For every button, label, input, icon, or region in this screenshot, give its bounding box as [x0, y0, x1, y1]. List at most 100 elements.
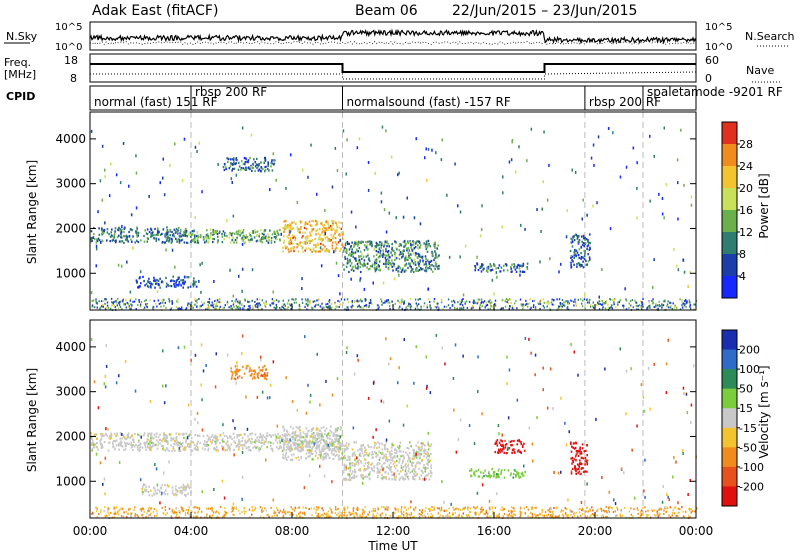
echo-cell [323, 223, 326, 226]
echo-cell [318, 437, 320, 440]
echo-cell [425, 474, 428, 477]
echo-cell [409, 306, 411, 309]
echo-cell [312, 300, 314, 303]
echo-cell [428, 262, 431, 265]
echo-cell [419, 452, 422, 456]
echo-cell [193, 277, 195, 280]
echo-cell [374, 258, 377, 262]
echo-cell [330, 452, 333, 455]
echo-cell [513, 472, 515, 476]
power-ylabel: Slant Range [km] [25, 160, 39, 264]
echo-cell [378, 306, 380, 309]
echo-cell [244, 168, 246, 171]
echo-cell [254, 165, 257, 168]
echo-cell [570, 264, 572, 267]
echo-cell [114, 227, 117, 230]
echo-cell [248, 239, 251, 242]
echo-cell [101, 231, 104, 234]
echo-cell [327, 228, 329, 232]
echo-cell [371, 265, 373, 268]
echo-cell [406, 476, 409, 479]
echo-cell [508, 307, 510, 310]
echo-cell [212, 229, 215, 232]
echo-cell [295, 301, 298, 304]
echo-cell [582, 237, 585, 240]
echo-cell [363, 262, 365, 265]
echo-cell [248, 168, 251, 171]
echo-cell [113, 234, 115, 237]
echo-cell [138, 447, 141, 450]
echo-cell [322, 238, 324, 241]
echo-cell [410, 445, 412, 448]
echo-cell [342, 245, 345, 248]
echo-cell [255, 305, 257, 308]
echo-cell [564, 513, 567, 516]
echo-cell [230, 177, 233, 181]
echo-cell [257, 374, 259, 377]
echo-cell [561, 305, 564, 308]
echo-cell [585, 263, 588, 266]
echo-cell [159, 277, 161, 280]
echo-cell [254, 169, 256, 173]
echo-cell [165, 306, 167, 309]
echo-cell [338, 450, 340, 453]
echo-cell [290, 425, 292, 428]
echo-cell [485, 269, 488, 273]
echo-cell [396, 469, 399, 472]
echo-cell [178, 237, 180, 241]
echo-cell [178, 280, 181, 284]
echo-cell [579, 452, 581, 455]
echo-cell [145, 489, 148, 492]
echo-cell [418, 265, 420, 268]
echo-cell [151, 436, 153, 439]
echo-cell [199, 234, 202, 237]
echo-cell [415, 474, 417, 477]
echo-cell [469, 469, 471, 472]
echo-cell [400, 455, 402, 458]
echo-cell [334, 250, 336, 253]
echo-cell [460, 303, 462, 305]
echo-cell [408, 303, 410, 306]
echo-cell [96, 306, 98, 309]
echo-cell [157, 299, 159, 302]
echo-cell [384, 300, 386, 303]
echo-cell [661, 197, 664, 200]
echo-cell [311, 228, 314, 231]
echo-cell [161, 298, 163, 301]
echo-cell [561, 299, 564, 301]
echo-cell [418, 512, 420, 515]
echo-cell [233, 156, 235, 160]
echo-cell [572, 446, 574, 449]
echo-cell [477, 475, 480, 478]
echo-cell [308, 247, 310, 250]
echo-cell [151, 494, 154, 497]
echo-cell [175, 285, 177, 288]
echo-cell [185, 231, 188, 234]
echo-cell [390, 263, 392, 266]
echo-cell [231, 162, 234, 166]
nsearch-label: N.Search [745, 30, 795, 43]
echo-cell [182, 281, 185, 284]
echo-cell [130, 238, 132, 241]
echo-cell [506, 451, 508, 455]
echo-cell [194, 298, 196, 301]
echo-cell [376, 244, 378, 247]
echo-cell [201, 190, 203, 194]
echo-cell [287, 511, 289, 514]
echo-cell [132, 448, 134, 452]
echo-cell [571, 516, 574, 518]
echo-cell [178, 307, 180, 310]
echo-cell [182, 441, 184, 445]
echo-cell [229, 447, 231, 450]
echo-cell [241, 444, 244, 447]
echo-cell [377, 462, 379, 465]
echo-cell [560, 308, 563, 311]
echo-cell [322, 445, 324, 448]
nave-tick-top: 60 [705, 54, 719, 67]
echo-cell [349, 260, 351, 263]
echo-cell [144, 284, 146, 287]
echo-cell [257, 165, 260, 168]
echo-cell [403, 457, 405, 460]
echo-cell [346, 262, 349, 265]
echo-cell [502, 508, 505, 511]
